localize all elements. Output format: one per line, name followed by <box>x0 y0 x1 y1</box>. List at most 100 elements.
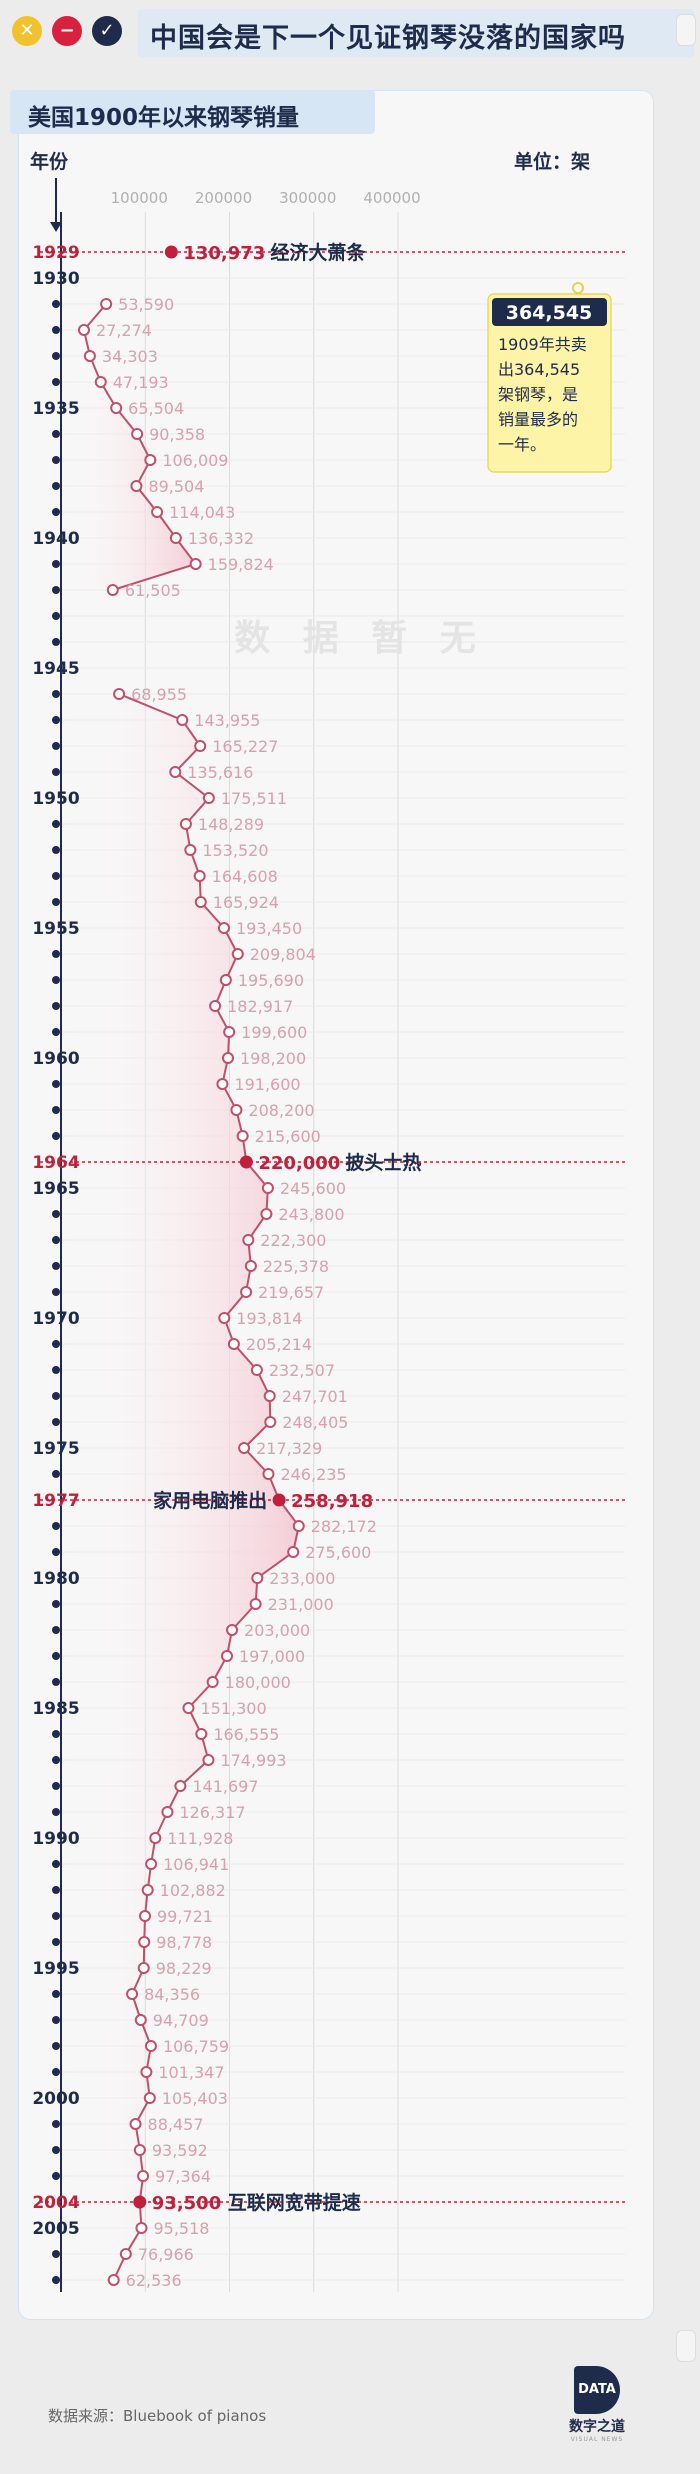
data-point <box>193 870 206 882</box>
data-label: 68,955 <box>131 685 187 704</box>
year-tick-dot <box>52 742 60 750</box>
year-tick-label: 1965 <box>32 1179 79 1199</box>
data-point <box>83 350 96 362</box>
data-label: 89,504 <box>148 477 204 496</box>
callout-text: 一年。 <box>498 435 546 454</box>
data-point <box>194 896 207 908</box>
check-icon[interactable]: ✓ <box>92 16 122 46</box>
data-label: 136,332 <box>188 529 254 548</box>
year-tick-dot <box>52 2042 60 2050</box>
year-tick-dot <box>52 1548 60 1556</box>
data-label: 247,701 <box>282 1387 348 1406</box>
scroll-down-button[interactable] <box>676 2330 696 2362</box>
year-tick-dot <box>52 898 60 906</box>
data-point <box>251 1572 264 1584</box>
year-tick-label: 2005 <box>32 2219 79 2239</box>
highlight-note: 家用电脑推出 <box>153 1489 267 1512</box>
year-tick-label: 1980 <box>32 1569 79 1589</box>
data-point <box>144 2040 157 2052</box>
data-label: 217,329 <box>256 1439 322 1458</box>
minimize-icon[interactable]: − <box>52 16 82 46</box>
highlight-value: 220,000 <box>258 1153 340 1174</box>
data-point <box>133 2144 146 2156</box>
year-tick-label: 1970 <box>32 1309 79 1329</box>
data-label: 47,193 <box>113 373 169 392</box>
unit-label: 单位：架 <box>514 150 590 173</box>
data-label: 175,511 <box>221 789 287 808</box>
data-label: 219,657 <box>258 1283 324 1302</box>
year-tick-dot <box>52 950 60 958</box>
highlight-year-label: 2004 <box>32 2193 79 2213</box>
year-tick-dot <box>52 690 60 698</box>
data-label: 84,356 <box>144 1985 200 2004</box>
year-tick-dot <box>52 300 60 308</box>
year-tick-label: 1995 <box>32 1959 79 1979</box>
year-tick-dot <box>52 1912 60 1920</box>
data-point <box>182 1702 195 1714</box>
data-point <box>119 2248 132 2260</box>
data-source: 数据来源：Bluebook of pianos <box>48 2407 267 2425</box>
data-label: 97,364 <box>155 2167 211 2186</box>
data-label: 245,600 <box>280 1179 346 1198</box>
data-label: 209,804 <box>250 945 316 964</box>
data-point <box>143 2092 156 2104</box>
data-label: 198,200 <box>240 1049 306 1068</box>
data-point <box>151 506 164 518</box>
year-tick-dot <box>52 1730 60 1738</box>
year-tick-dot <box>52 1678 60 1686</box>
year-axis-label: 年份 <box>30 150 69 173</box>
x-tick-label: 100000 <box>111 189 168 207</box>
x-tick-label: 400000 <box>363 189 420 207</box>
data-label: 164,608 <box>212 867 278 886</box>
highlight-year-label: 1977 <box>32 1491 79 1511</box>
data-label: 98,229 <box>156 1959 212 1978</box>
year-tick-dot <box>52 1470 60 1478</box>
data-point <box>174 1780 187 1792</box>
year-tick-dot <box>52 1522 60 1530</box>
data-point <box>209 1000 222 1012</box>
data-label: 135,616 <box>187 763 253 782</box>
logo-tagline: VISUAL NEWS <box>570 2436 624 2443</box>
year-tick-dot <box>52 1028 60 1036</box>
year-tick-dot <box>52 1600 60 1608</box>
data-label: 141,697 <box>192 1777 258 1796</box>
year-tick-dot <box>52 508 60 516</box>
title-box <box>138 9 694 57</box>
data-point <box>264 1416 277 1428</box>
callout-text: 出364,545 <box>498 360 580 379</box>
data-label: 275,600 <box>305 1543 371 1562</box>
data-label: 93,592 <box>152 2141 208 2160</box>
data-label: 102,882 <box>160 1881 226 1900</box>
data-point <box>138 1936 151 1948</box>
no-data-label: 数 据 暂 无 <box>234 618 486 659</box>
callout-box <box>487 293 612 473</box>
year-tick-label: 1930 <box>32 269 79 289</box>
data-point <box>179 818 192 830</box>
data-label: 182,917 <box>227 997 293 1016</box>
year-tick-dot <box>52 1132 60 1140</box>
data-point <box>263 1390 276 1402</box>
data-point <box>227 1338 240 1350</box>
data-point <box>135 2222 148 2234</box>
x-tick-label: 200000 <box>195 189 252 207</box>
year-tick-dot <box>52 378 60 386</box>
year-tick-dot <box>52 2276 60 2284</box>
data-point <box>77 324 90 336</box>
data-point <box>216 1078 229 1090</box>
series-area-2 <box>61 694 299 2280</box>
data-label: 106,009 <box>162 451 228 470</box>
year-tick-label: 1975 <box>32 1439 79 1459</box>
data-label: 233,000 <box>269 1569 335 1588</box>
data-label: 222,300 <box>260 1231 326 1250</box>
year-tick-label: 1990 <box>32 1829 79 1849</box>
year-tick-dot <box>52 872 60 880</box>
close-icon[interactable]: ✕ <box>12 16 42 46</box>
scroll-up-button[interactable] <box>676 14 696 46</box>
data-label: 159,824 <box>208 555 274 574</box>
year-tick-dot <box>52 1860 60 1868</box>
highlight-value: 258,918 <box>291 1491 373 1512</box>
year-tick-dot <box>52 1392 60 1400</box>
year-tick-dot <box>52 2120 60 2128</box>
highlight-note: 互联网宽带提速 <box>228 2191 361 2214</box>
data-label: 232,507 <box>269 1361 335 1380</box>
